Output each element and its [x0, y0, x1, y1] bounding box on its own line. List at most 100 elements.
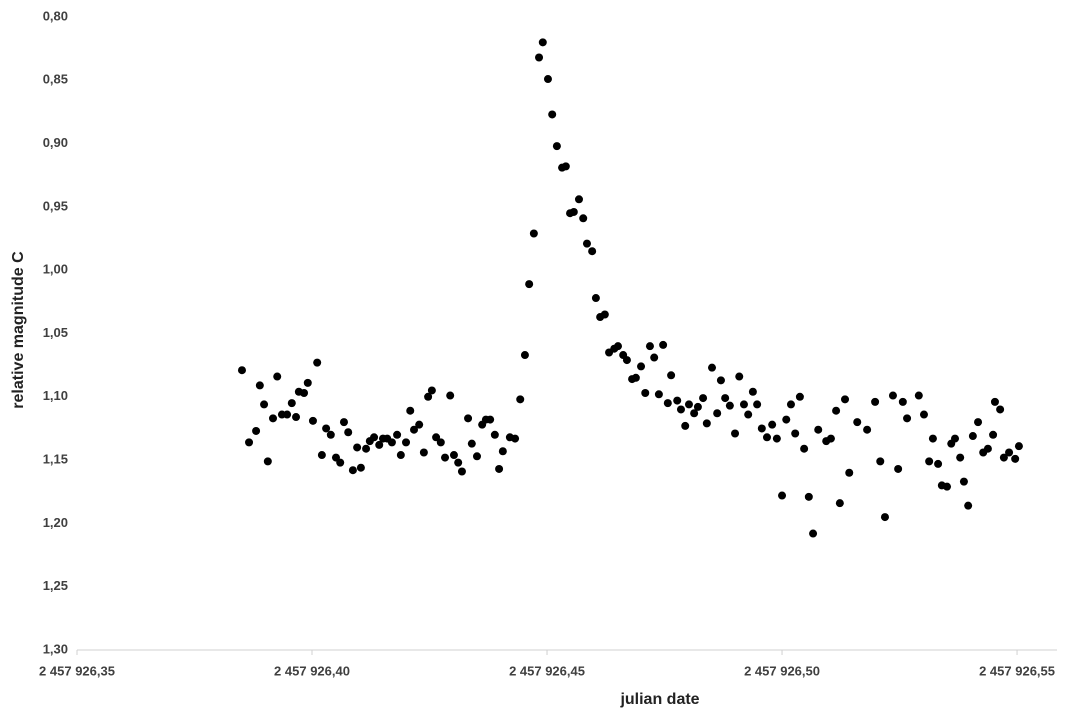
data-point	[782, 415, 791, 424]
y-tick-label: 1,25	[43, 578, 68, 593]
x-tick-label: 2 457 926,55	[979, 663, 1055, 678]
data-point	[511, 434, 520, 443]
y-tick-label: 1,20	[43, 515, 68, 530]
data-point	[835, 499, 844, 508]
data-point	[853, 418, 862, 427]
data-point	[762, 433, 771, 442]
data-point	[303, 378, 312, 387]
y-tick-label: 1,00	[43, 262, 68, 277]
data-point	[800, 444, 809, 453]
data-point	[516, 395, 525, 404]
data-point	[845, 468, 854, 477]
data-point	[809, 529, 818, 538]
data-point	[535, 53, 544, 62]
data-point	[989, 430, 998, 439]
data-point	[300, 389, 309, 398]
data-point	[308, 416, 317, 425]
data-point	[1005, 448, 1014, 457]
data-point	[548, 110, 557, 119]
data-point	[676, 405, 685, 414]
data-point	[406, 406, 415, 415]
data-point	[415, 420, 424, 429]
data-point	[344, 428, 353, 437]
data-point	[525, 280, 534, 289]
data-point	[999, 453, 1008, 462]
data-point	[826, 434, 835, 443]
data-point	[663, 399, 672, 408]
data-point	[292, 413, 301, 422]
data-point	[814, 425, 823, 434]
data-point	[786, 400, 795, 409]
data-point	[387, 438, 396, 447]
data-point	[983, 444, 992, 453]
data-point	[613, 342, 622, 351]
data-point	[693, 402, 702, 411]
data-point	[791, 429, 800, 438]
y-tick-label: 0,80	[43, 8, 68, 23]
data-point	[744, 410, 753, 419]
data-point	[659, 340, 668, 349]
data-point	[943, 482, 952, 491]
data-point	[273, 372, 282, 381]
data-point	[457, 467, 466, 476]
data-point	[574, 195, 583, 204]
data-point	[313, 358, 322, 367]
data-point	[454, 458, 463, 467]
data-point	[490, 430, 499, 439]
y-axis-title: relative magnitude C	[10, 251, 27, 409]
data-point	[237, 366, 246, 375]
data-point	[396, 451, 405, 460]
data-point	[436, 438, 445, 447]
data-point	[996, 405, 1005, 414]
data-point	[716, 376, 725, 385]
data-point	[260, 400, 269, 409]
data-point	[427, 386, 436, 395]
data-point	[888, 391, 897, 400]
y-tick-label: 0,95	[43, 198, 68, 213]
data-point	[739, 400, 748, 409]
data-point	[956, 453, 965, 462]
data-point	[753, 400, 762, 409]
data-point	[919, 410, 928, 419]
data-point	[287, 399, 296, 408]
data-point	[968, 432, 977, 441]
data-point	[269, 414, 277, 423]
x-tick-label: 2 457 926,35	[39, 663, 115, 678]
data-point	[370, 433, 379, 442]
data-point	[748, 387, 757, 396]
data-point	[486, 415, 495, 424]
data-point	[959, 477, 968, 486]
data-point	[841, 395, 850, 404]
y-tick-label: 0,85	[43, 72, 68, 87]
data-point	[336, 458, 345, 467]
data-point	[402, 438, 411, 447]
data-point	[446, 391, 455, 400]
data-point	[990, 397, 999, 406]
data-point	[348, 466, 357, 475]
data-point	[362, 444, 371, 453]
x-tick-label: 2 457 926,40	[274, 663, 350, 678]
y-tick-label: 1,30	[43, 641, 68, 656]
data-point	[894, 464, 903, 473]
data-point	[951, 434, 960, 443]
data-point	[356, 463, 365, 472]
data-point	[1011, 454, 1020, 463]
data-point	[832, 406, 841, 415]
y-tick-label: 0,90	[43, 135, 68, 150]
data-point	[252, 426, 261, 435]
data-point	[772, 434, 781, 443]
data-point	[520, 351, 529, 360]
y-tick-label: 1,05	[43, 325, 68, 340]
data-point	[863, 425, 872, 434]
data-point	[591, 294, 600, 303]
x-tick-label: 2 457 926,45	[509, 663, 585, 678]
data-point	[934, 459, 943, 468]
data-point	[667, 371, 676, 380]
data-point	[353, 443, 362, 452]
data-point	[529, 229, 538, 238]
data-point	[702, 419, 711, 428]
data-point	[681, 421, 690, 430]
data-point	[650, 353, 659, 362]
data-point	[699, 394, 708, 403]
data-point	[645, 342, 654, 351]
